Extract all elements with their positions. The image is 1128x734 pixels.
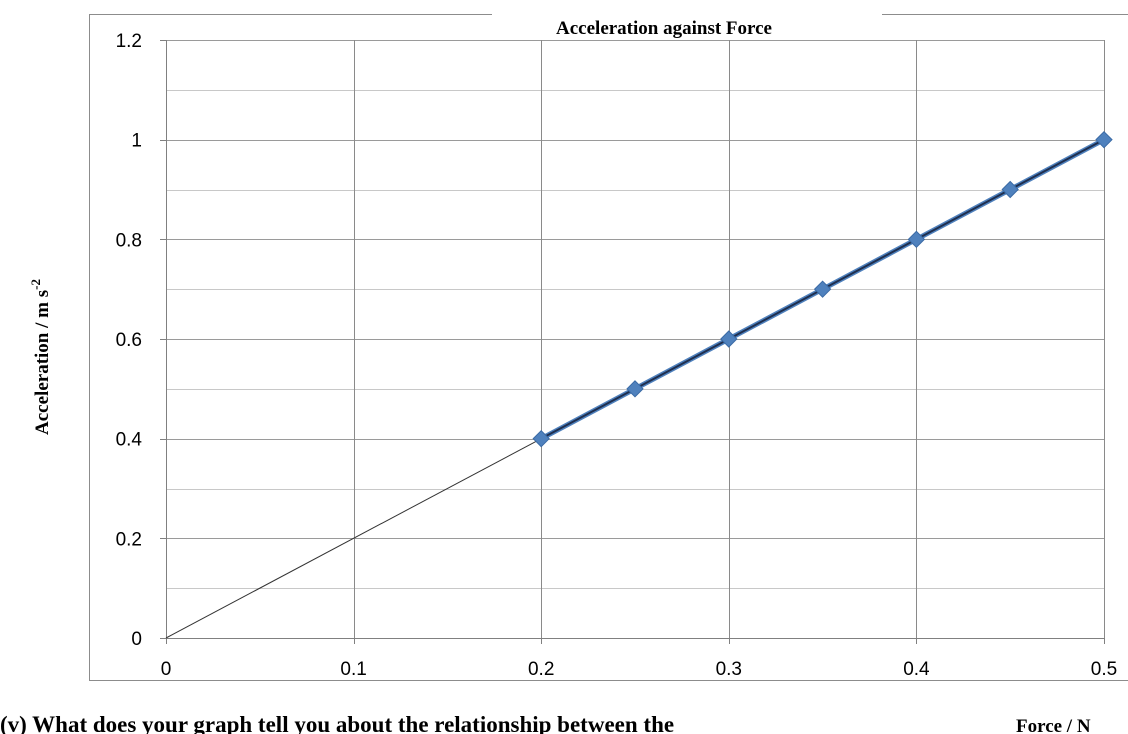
data-point (1001, 180, 1019, 199)
y-tick-label: 0 (131, 629, 142, 650)
x-tick-label: 0 (161, 659, 172, 680)
grid (166, 40, 1105, 638)
chart-frame (89, 14, 1128, 681)
y-tick-label: 0.8 (116, 230, 142, 251)
y-axis-label: Acceleration / m s-2 (28, 279, 53, 435)
y-axis-label-superscript: -2 (28, 279, 43, 290)
x-tick-label: 0.3 (716, 659, 742, 680)
data-point (532, 429, 550, 448)
tick-labels: 0 0.2 0.4 0.6 0.8 1 1.2 0 0.1 0.2 0.3 0.4 0.5 (116, 31, 1118, 680)
data-points (532, 130, 1113, 448)
data-point (720, 330, 738, 348)
y-tick-label: 0.6 (116, 330, 142, 351)
x-tick-label: 0.4 (903, 659, 930, 680)
question-text: (v) What does your graph tell you about … (0, 712, 675, 734)
data-point (1095, 130, 1113, 149)
chart-title-background (492, 10, 882, 40)
y-tick-label: 0.4 (116, 430, 143, 451)
x-tick-label: 0.1 (340, 659, 366, 680)
axes (160, 40, 1105, 644)
x-tick-label: 0.5 (1091, 659, 1117, 680)
chart-title-group: Acceleration against Force (492, 10, 882, 40)
data-point (626, 380, 644, 398)
x-tick-label: 0.2 (528, 659, 554, 680)
x-axis-label: Force / N (1016, 716, 1091, 734)
y-tick-label: 1.2 (116, 31, 142, 52)
chart-title: Acceleration against Force (556, 18, 772, 39)
data-point (813, 280, 832, 298)
data-point (907, 230, 926, 249)
y-axis-label-main: Acceleration / m s (32, 290, 53, 435)
y-tick-label: 0.2 (116, 529, 142, 550)
extrapolation-line (165, 438, 542, 639)
y-tick-label: 1 (131, 131, 142, 152)
